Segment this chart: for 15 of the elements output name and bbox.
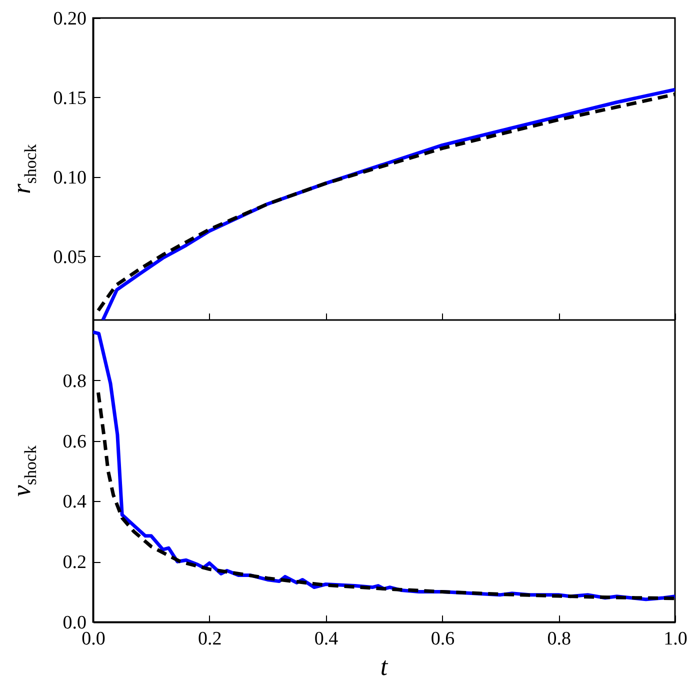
x-tick-label: 0.6	[430, 628, 455, 650]
y-tick-label: 0.4	[62, 492, 87, 513]
x-tick-label: 0.8	[547, 628, 571, 650]
x-tick-label: 0.0	[82, 628, 106, 650]
x-tick-label: 1.0	[664, 628, 688, 650]
y-tick-label: 0.2	[62, 552, 86, 574]
y-tick-label: 0.10	[53, 167, 86, 188]
y-tick-label: 0.6	[62, 431, 86, 452]
y-tick-label: 0.15	[53, 88, 86, 109]
x-tick-label: 0.2	[198, 628, 222, 650]
y-tick-label: 0.8	[62, 370, 86, 392]
x-tick-label: 0.4	[314, 628, 339, 650]
y-tick-label: 0.20	[53, 8, 86, 30]
x-axis-title: t	[380, 652, 388, 682]
y-tick-label: 0.05	[53, 246, 86, 268]
